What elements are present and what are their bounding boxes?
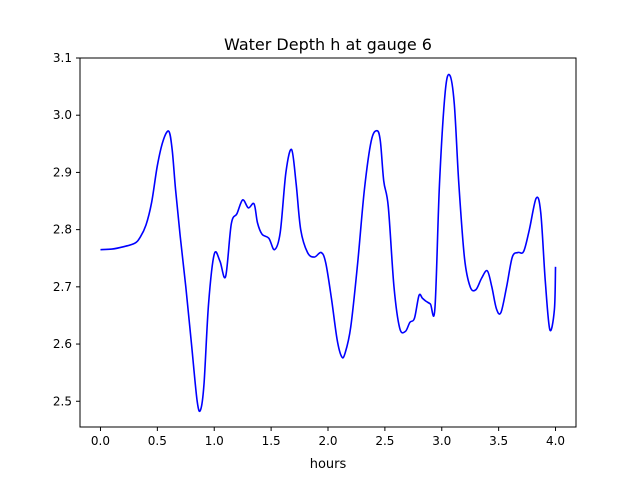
y-tick-label: 3.1 [53,51,72,65]
y-tick-label: 2.7 [53,280,72,294]
x-tick-label: 3.5 [489,434,508,448]
x-tick-label: 4.0 [546,434,565,448]
x-tick-label: 1.0 [205,434,224,448]
x-tick-label: 1.5 [262,434,281,448]
y-tick-label: 2.5 [53,394,72,408]
series-layer [100,73,557,413]
chart-title: Water Depth h at gauge 6 [224,35,432,54]
x-tick-label: 3.0 [432,434,451,448]
series-line-0 [100,73,557,413]
y-tick-label: 2.6 [53,337,72,351]
y-axis: 2.5 2.6 2.7 2.8 2.9 3.0 3.1 [53,51,80,408]
y-tick-label: 2.8 [53,223,72,237]
x-tick-label: 2.5 [375,434,394,448]
x-tick-label: 2.0 [318,434,337,448]
x-axis-label: hours [310,457,347,472]
y-tick-label: 2.9 [53,165,72,179]
y-tick-label: 3.0 [53,108,72,122]
x-tick-label: 0.5 [148,434,167,448]
x-axis: 0.0 0.5 1.0 1.5 2.0 2.5 3.0 3.5 4.0 [91,427,565,448]
x-tick-label: 0.0 [91,434,110,448]
plot-area [80,58,576,427]
